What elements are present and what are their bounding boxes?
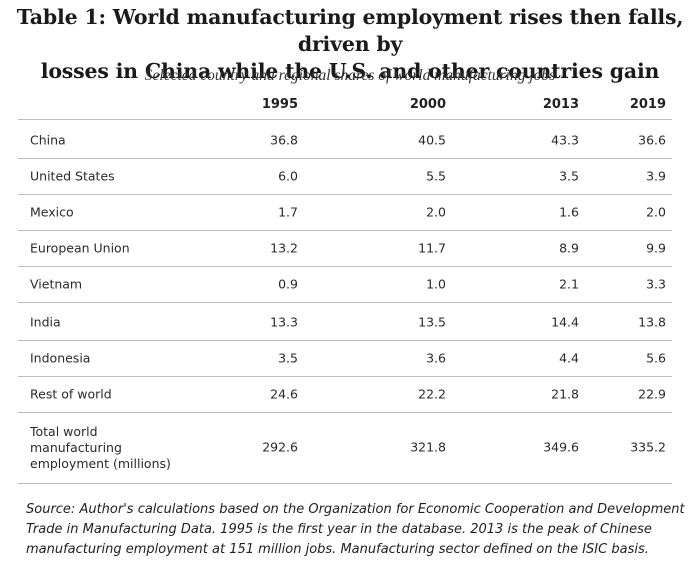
cell-united-states-2013: 3.5	[559, 169, 579, 184]
row-label-vietnam: Vietnam	[30, 277, 82, 292]
cell-india-2013: 14.4	[551, 315, 579, 330]
cell-mexico-1995: 1.7	[278, 205, 298, 220]
cell-india-2000: 13.5	[418, 315, 446, 330]
cell-vietnam-2000: 1.0	[426, 277, 446, 292]
cell-mexico-2019: 2.0	[646, 205, 666, 220]
cell-united-states-2000: 5.5	[426, 169, 446, 184]
row-label-mexico: Mexico	[30, 205, 74, 220]
cell-rest-of-world-2019: 22.9	[638, 387, 666, 402]
cell-china-2013: 43.3	[551, 133, 579, 148]
row-label-total-world-line-1: Total world	[29, 424, 98, 439]
cell-vietnam-1995: 0.9	[278, 277, 298, 292]
source-note: Source: Author's calculations based on t…	[26, 502, 685, 557]
cell-european-union-2019: 9.9	[646, 241, 666, 256]
cell-indonesia-2013: 4.4	[559, 351, 579, 366]
cell-european-union-1995: 13.2	[270, 241, 298, 256]
cell-china-1995: 36.8	[270, 133, 298, 148]
row-label-total-world-line-3: employment (millions)	[30, 456, 171, 471]
row-label-indonesia: Indonesia	[30, 351, 90, 366]
cell-total-world-1995: 292.6	[262, 440, 298, 455]
cell-indonesia-1995: 3.5	[278, 351, 298, 366]
row-label-india: India	[30, 315, 61, 330]
row-label-china: China	[30, 133, 66, 148]
cell-united-states-2019: 3.9	[646, 169, 666, 184]
cell-china-2000: 40.5	[418, 133, 446, 148]
cell-vietnam-2019: 3.3	[646, 277, 666, 292]
column-header-1995: 1995	[262, 97, 298, 112]
column-header-2000: 2000	[410, 97, 446, 112]
cell-vietnam-2013: 2.1	[559, 277, 579, 292]
column-header-2013: 2013	[543, 97, 579, 112]
cell-total-world-2019: 335.2	[630, 440, 666, 455]
cell-total-world-2000: 321.8	[410, 440, 446, 455]
cell-china-2019: 36.6	[638, 133, 666, 148]
cell-european-union-2013: 8.9	[559, 241, 579, 256]
cell-mexico-2013: 1.6	[559, 205, 579, 220]
chart-title-line-2: losses in China while the U.S. and other…	[40, 59, 660, 83]
cell-mexico-2000: 2.0	[426, 205, 446, 220]
cell-india-1995: 13.3	[270, 315, 298, 330]
row-label-total-world-line-2: manufacturing	[30, 440, 122, 455]
cell-rest-of-world-1995: 24.6	[270, 387, 298, 402]
cell-rest-of-world-2000: 22.2	[418, 387, 446, 402]
cell-united-states-1995: 6.0	[278, 169, 298, 184]
cell-indonesia-2000: 3.6	[426, 351, 446, 366]
cell-european-union-2000: 11.7	[418, 241, 446, 256]
cell-total-world-2013: 349.6	[543, 440, 579, 455]
row-label-rest-of-world: Rest of world	[30, 387, 112, 402]
row-label-european-union: European Union	[30, 241, 130, 256]
chart-title: Table 1: World manufacturing employment …	[0, 4, 700, 85]
chart-subtitle: Selected country and regional shares of …	[144, 67, 556, 84]
cell-rest-of-world-2013: 21.8	[551, 387, 579, 402]
cell-indonesia-2019: 5.6	[646, 351, 666, 366]
cell-india-2019: 13.8	[638, 315, 666, 330]
column-header-2019: 2019	[630, 97, 666, 112]
chart-title-line-1: Table 1: World manufacturing employment …	[16, 5, 684, 56]
row-label-united-states: United States	[30, 169, 115, 184]
